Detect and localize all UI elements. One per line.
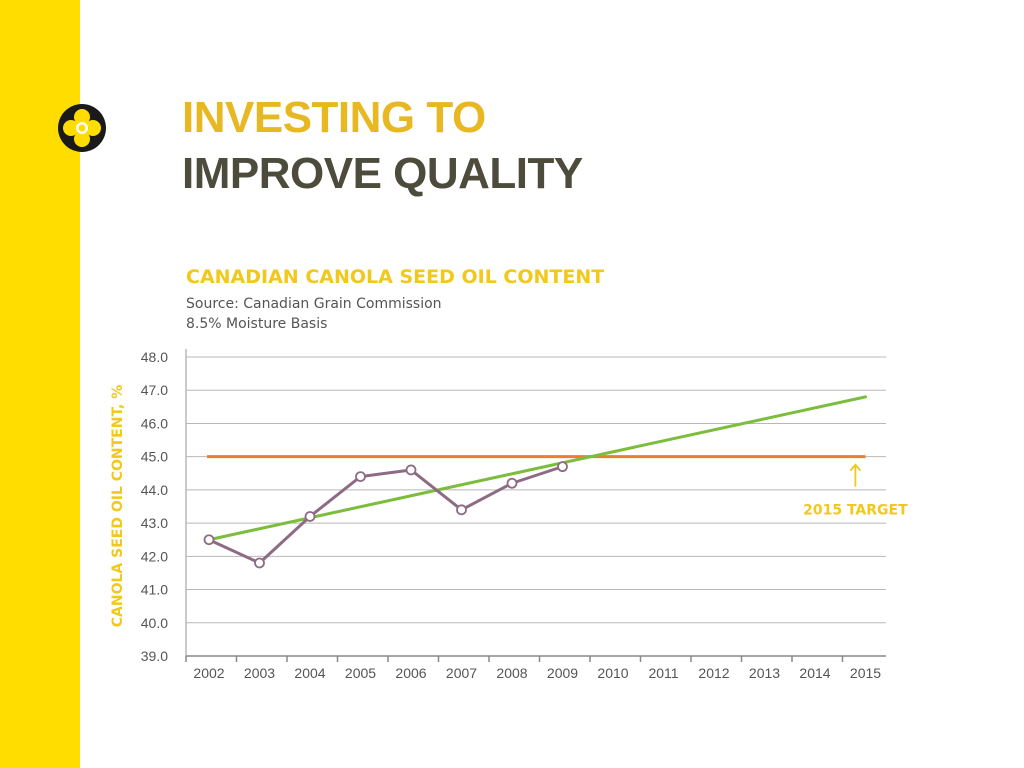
actual-data-point [506, 477, 518, 489]
x-tick-label: 2013 [749, 665, 780, 681]
actual-data-point [355, 471, 366, 483]
y-tick-label: 41.0 [141, 582, 168, 598]
chart-subtitle-line: 8.5% Moisture Basis [186, 316, 327, 332]
chart-subtitle-line: Source: Canadian Grain Commission [186, 296, 442, 312]
y-tick-label: 47.0 [141, 382, 168, 398]
arrow-head [849, 463, 862, 472]
y-tick-label: 46.0 [141, 415, 168, 431]
x-tick-label: 2004 [294, 665, 325, 681]
y-axis-label: CANOLA SEED OIL CONTENT, % [110, 385, 126, 627]
x-tick-label: 2007 [446, 665, 477, 681]
y-tick-label: 45.0 [141, 449, 168, 465]
x-tick-label: 2002 [193, 665, 224, 681]
x-tick-label: 2011 [648, 665, 678, 681]
actual-data-point [304, 511, 316, 522]
y-tick-label: 40.0 [141, 615, 168, 631]
x-tick-label: 2006 [395, 665, 426, 681]
actual-data-point [456, 504, 467, 516]
slide-title-line-1: INVESTING TO [182, 93, 486, 142]
x-tick-label: 2010 [597, 665, 628, 681]
chart-title: CANADIAN CANOLA SEED OIL CONTENT [186, 266, 604, 288]
canola-flower-logo-icon [58, 104, 106, 152]
actual-data-point [254, 557, 265, 569]
y-tick-label: 48.0 [141, 349, 168, 365]
y-tick-label: 39.0 [141, 648, 168, 664]
x-tick-label: 2014 [799, 665, 830, 681]
x-tick-label: 2005 [345, 665, 376, 681]
target-annotation-label: 2015 TARGET [803, 503, 908, 519]
x-tick-label: 2003 [244, 665, 275, 681]
y-tick-label: 43.0 [141, 515, 168, 531]
x-tick-label: 2015 [850, 665, 881, 681]
actual-data-point [405, 464, 417, 476]
slide-title: INVESTING TO IMPROVE QUALITY [182, 90, 583, 202]
trend-line [207, 395, 867, 542]
x-tick-label: 2012 [698, 665, 729, 681]
actual-series-line [208, 465, 563, 565]
x-tick-label: 2009 [547, 665, 578, 681]
x-tick-label: 2008 [496, 665, 527, 681]
slide-title-line-2: IMPROVE QUALITY [182, 149, 583, 198]
y-tick-label: 42.0 [141, 548, 168, 564]
actual-data-point [203, 534, 215, 546]
y-tick-label: 44.0 [141, 482, 168, 498]
arrow-up-icon [849, 463, 862, 487]
actual-data-point [557, 461, 568, 473]
